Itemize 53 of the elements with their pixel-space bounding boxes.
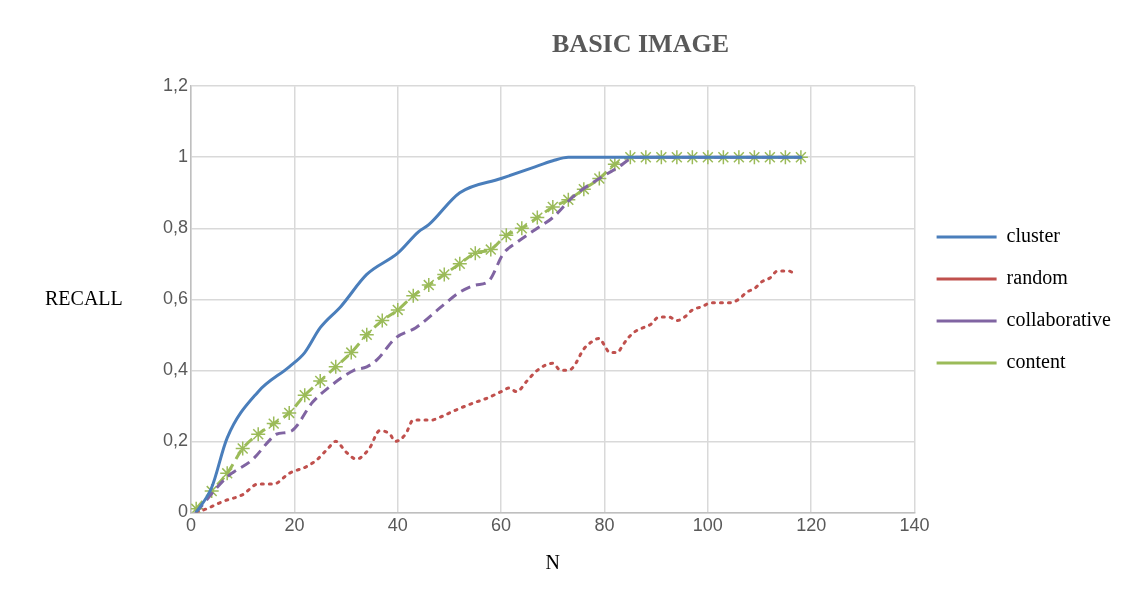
point xyxy=(793,149,809,165)
x-tick-label: 120 xyxy=(796,515,827,536)
point xyxy=(545,199,561,215)
point xyxy=(405,288,422,304)
point xyxy=(514,220,530,237)
point xyxy=(452,256,468,272)
point xyxy=(312,373,328,389)
point xyxy=(576,181,592,197)
chart-title: BASIC IMAGE xyxy=(552,29,729,59)
point xyxy=(250,426,266,443)
y-axis-title: RECALL xyxy=(45,286,123,309)
point xyxy=(700,149,716,165)
legend-label: content xyxy=(1006,350,1066,373)
point xyxy=(436,266,453,283)
y-tick-label: 1,2 xyxy=(162,75,189,96)
point xyxy=(731,149,747,165)
x-tick-label: 20 xyxy=(284,515,305,536)
point xyxy=(374,312,391,329)
x-axis-title: N xyxy=(545,551,561,574)
point xyxy=(607,156,623,173)
point xyxy=(638,149,654,165)
point xyxy=(327,359,344,375)
point xyxy=(421,277,437,293)
x-tick-label: 60 xyxy=(491,515,512,536)
point xyxy=(203,483,220,499)
y-tick-label: 0,6 xyxy=(162,288,189,309)
point xyxy=(234,440,251,457)
y-tick-label: 0,2 xyxy=(162,430,189,451)
point xyxy=(296,387,313,403)
point xyxy=(483,241,499,258)
point xyxy=(265,415,282,432)
y-tick-label: 1 xyxy=(178,146,189,167)
x-tick-label: 40 xyxy=(387,515,408,536)
point xyxy=(390,302,406,318)
point xyxy=(498,227,515,244)
y-tick-label: 0,4 xyxy=(162,359,189,380)
legend-label: cluster xyxy=(1006,224,1061,247)
point xyxy=(762,149,778,165)
point xyxy=(591,170,608,187)
legend-label: random xyxy=(1006,266,1069,289)
point xyxy=(281,405,297,421)
point xyxy=(219,465,235,482)
point xyxy=(343,344,359,361)
point xyxy=(529,209,546,226)
y-tick-label: 0,8 xyxy=(162,217,189,238)
point xyxy=(669,149,685,165)
point xyxy=(560,192,577,208)
x-tick-label: 140 xyxy=(899,515,930,536)
legend-label: collaborative xyxy=(1006,308,1112,331)
point xyxy=(359,327,375,343)
x-tick-label: 80 xyxy=(594,515,615,536)
x-tick-label: 100 xyxy=(692,515,723,536)
point xyxy=(467,245,484,261)
